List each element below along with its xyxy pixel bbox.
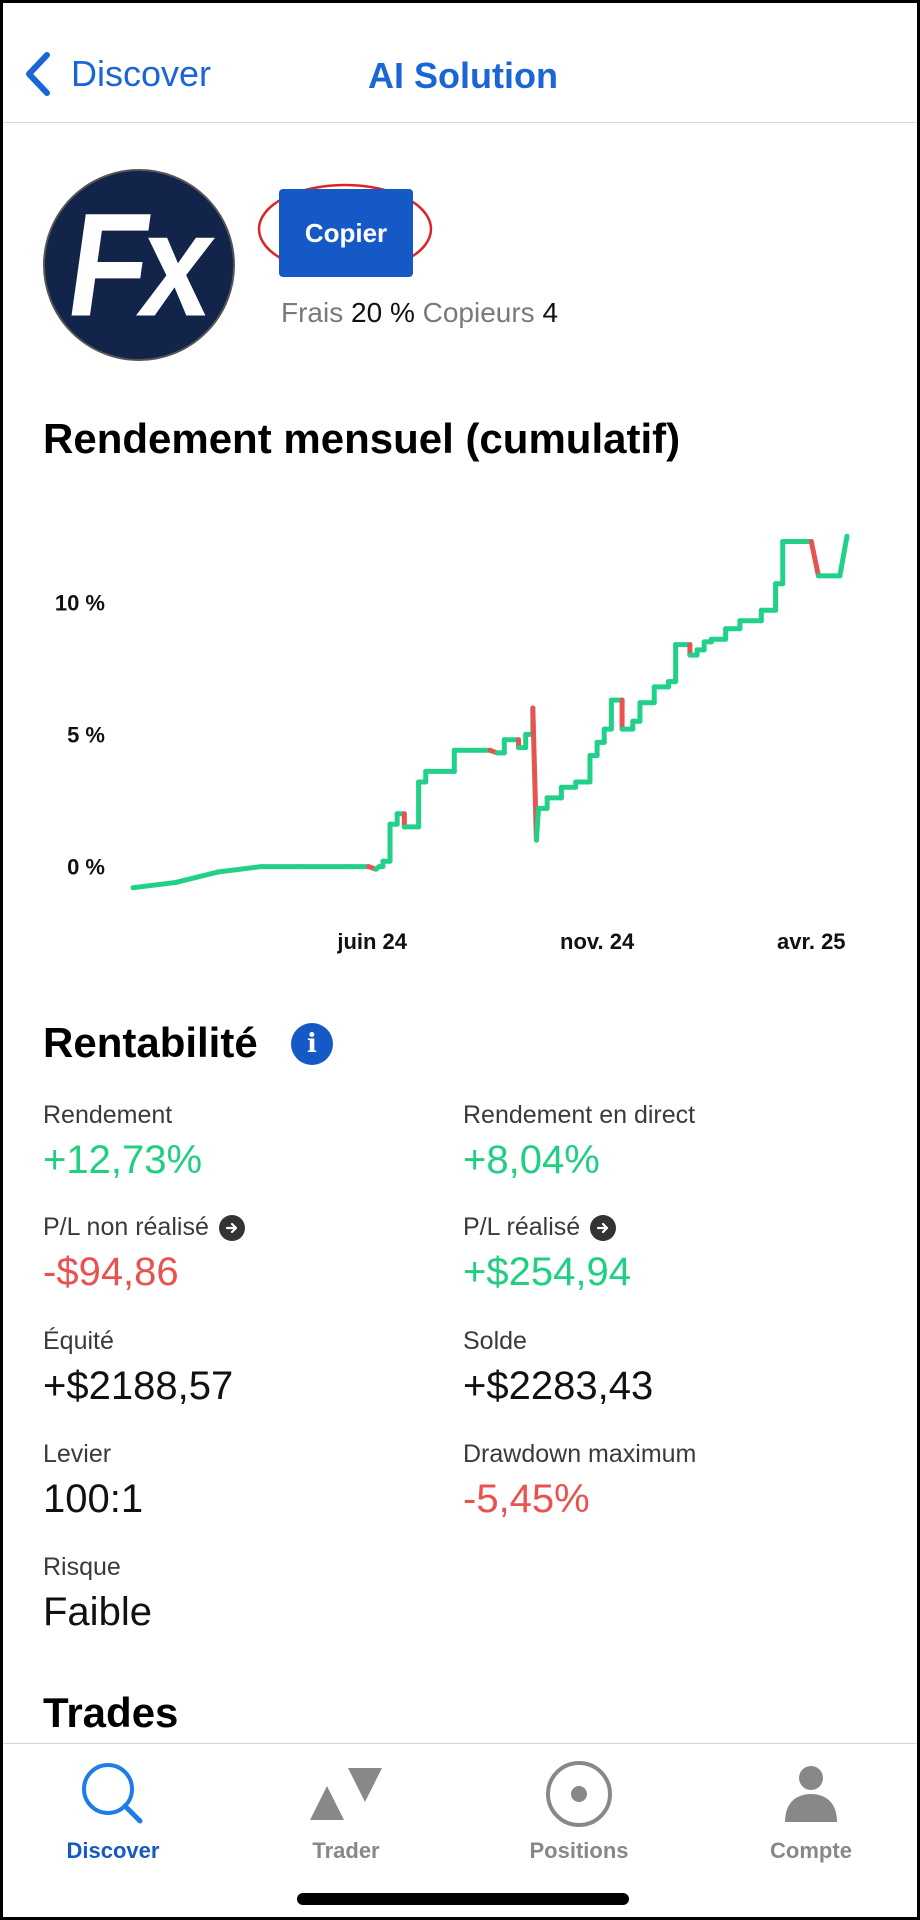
metric-value: +$2283,43 [463, 1364, 654, 1408]
cumulative-return-chart: 0 % 5 % 10 % juin 24 nov. 24 avr. 25 [55, 533, 850, 954]
trades-title: Trades [43, 1689, 179, 1736]
metric-realized-pl: P/L réalisé +$254,94 [463, 1213, 863, 1295]
metric-equity: Équité +$2188,57 [43, 1327, 443, 1409]
metric-leverage: Levier 100:1 [43, 1440, 443, 1522]
avatar: Fx [43, 169, 235, 361]
metric-label-row: P/L réalisé [463, 1213, 863, 1242]
back-label: Discover [71, 53, 212, 94]
tab-trader[interactable]: Trader [256, 1754, 436, 1864]
metric-label: Solde [463, 1327, 527, 1355]
copiers-value: 4 [542, 297, 559, 328]
x-tick-label: nov. 24 [560, 929, 635, 954]
series-line-segment [808, 539, 821, 579]
fees-label: Frais [281, 297, 344, 328]
metric-risk: Risque Faible [43, 1553, 443, 1635]
back-button[interactable]: Discover [23, 51, 211, 97]
tab-label: Compte [770, 1838, 852, 1863]
metric-label: Risque [43, 1553, 121, 1581]
metric-label: P/L réalisé [463, 1213, 581, 1241]
metric-value: +$254,94 [463, 1250, 631, 1294]
metric-value: Faible [43, 1590, 152, 1634]
metric-value: 100:1 [43, 1477, 144, 1521]
metric-label: Rendement [43, 1101, 173, 1129]
series-line-segment [216, 864, 265, 875]
metric-unrealized-pl: P/L non réalisé -$94,86 [43, 1213, 443, 1295]
avatar-logo-text: Fx [58, 182, 220, 348]
tab-positions[interactable]: Positions [489, 1754, 669, 1864]
strategy-stats: Frais 20 % Copieurs 4 [281, 297, 558, 329]
series-line-segment [173, 869, 222, 885]
arrow-right-icon[interactable] [590, 1214, 617, 1241]
metric-label: Levier [43, 1440, 112, 1468]
chevron-left-icon [26, 52, 50, 96]
metric-label: Équité [43, 1327, 114, 1355]
page-title: AI Solution [368, 55, 558, 96]
metric-value: +12,73% [43, 1138, 203, 1182]
home-indicator [297, 1893, 629, 1905]
y-tick-label: 0 % [67, 855, 105, 880]
tab-label: Trader [312, 1838, 380, 1863]
metric-return: Rendement +12,73% [43, 1101, 443, 1183]
chart-title: Rendement mensuel (cumulatif) [43, 415, 681, 462]
metric-label-row: P/L non réalisé [43, 1213, 443, 1242]
tab-account[interactable]: Compte [721, 1754, 901, 1864]
tab-label: Discover [66, 1838, 160, 1863]
metric-value: -$94,86 [43, 1250, 179, 1294]
metric-balance: Solde +$2283,43 [463, 1327, 863, 1409]
x-tick-label: avr. 25 [777, 929, 846, 954]
metric-max-drawdown: Drawdown maximum -5,45% [463, 1440, 863, 1522]
search-icon [23, 1754, 203, 1834]
copiers-label: Copieurs [422, 297, 535, 328]
x-tick-label: juin 24 [336, 929, 407, 954]
metric-value: +$2188,57 [43, 1364, 234, 1408]
metric-label: Drawdown maximum [463, 1440, 697, 1468]
series-line-segment [130, 879, 179, 891]
metric-value: +8,04% [463, 1138, 600, 1182]
profitability-title: Rentabilité [43, 1019, 258, 1066]
tab-bar: Discover Trader Positions [3, 1743, 917, 1917]
arrow-right-icon[interactable] [218, 1214, 245, 1241]
tab-label: Positions [529, 1838, 629, 1863]
series-line-segment [533, 805, 542, 843]
tab-discover[interactable]: Discover [23, 1754, 203, 1864]
metric-value: -5,45% [463, 1477, 590, 1521]
metric-live-return: Rendement en direct +8,04% [463, 1101, 863, 1183]
info-icon[interactable]: i [291, 1023, 333, 1065]
copy-button[interactable]: Copier [279, 189, 413, 277]
series-line-segment [837, 533, 850, 579]
metric-label: P/L non réalisé [43, 1213, 209, 1241]
nav-header: Discover AI Solution [3, 3, 917, 123]
metric-label: Rendement en direct [463, 1101, 696, 1129]
positions-icon [489, 1754, 669, 1834]
y-tick-label: 5 % [67, 722, 105, 747]
account-icon [721, 1754, 901, 1834]
trader-icon [256, 1754, 436, 1834]
fees-value: 20 % [351, 297, 415, 328]
y-tick-label: 10 % [55, 590, 105, 615]
